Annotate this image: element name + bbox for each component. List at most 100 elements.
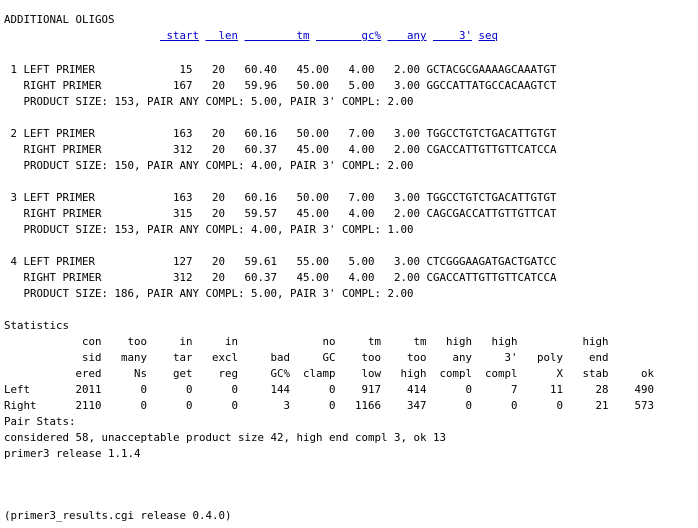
primer3-release-text: primer3 release 1.1.4 <box>4 447 141 460</box>
primer-len: 20 <box>212 271 226 284</box>
statistics-column-header: no <box>322 335 336 348</box>
primer-sequence: CGACCATTGTTGTTCATCCA <box>426 143 557 156</box>
statistics-value: 0 <box>186 383 193 396</box>
column-header-link-6[interactable]: seq <box>478 29 499 42</box>
primer-any: 5.00 <box>348 79 375 92</box>
column-header-link-0[interactable]: start <box>160 29 200 42</box>
statistics-column-header: GC <box>322 351 336 364</box>
primer-gc: 50.00 <box>296 127 330 140</box>
primer-tm: 60.16 <box>244 127 278 140</box>
column-header-link-3[interactable]: gc% <box>316 29 382 42</box>
statistics-value: 0 <box>329 399 336 412</box>
primer-any: 7.00 <box>348 127 375 140</box>
primer-sequence: CTCGGGAAGATGACTGATCC <box>426 255 557 268</box>
statistics-value: 7 <box>511 383 518 396</box>
column-header-link-2[interactable]: tm <box>244 29 310 42</box>
statistics-value: 28 <box>595 383 609 396</box>
statistics-column-header: end <box>589 351 609 364</box>
column-header-link-5[interactable]: 3' <box>433 29 473 42</box>
product-size-text: PRODUCT SIZE: 186, PAIR ANY COMPL: 5.00,… <box>23 287 414 300</box>
pair-stats-text: considered 58, unacceptable product size… <box>4 431 447 444</box>
primer-three: 3.00 <box>394 79 421 92</box>
primer-any: 4.00 <box>348 143 375 156</box>
column-header-link-1[interactable]: len <box>205 29 239 42</box>
primer-len: 20 <box>212 207 226 220</box>
oligo-number: 1 <box>10 63 18 76</box>
column-header-link-4[interactable]: any <box>387 29 427 42</box>
pair-stats-label-text: Pair Stats: <box>4 415 76 428</box>
primer-sequence: GCTACGCGAAAAGCAAATGT <box>426 63 557 76</box>
statistics-value: 0 <box>465 383 473 396</box>
statistics-value: 0 <box>140 383 148 396</box>
statistics-value: 573 <box>634 399 655 412</box>
primer-any: 4.00 <box>348 207 375 220</box>
statistics-value: 2110 <box>75 399 102 412</box>
statistics-column-header: many <box>121 351 148 364</box>
statistics-value: 1166 <box>355 399 382 412</box>
primer-tm: 59.61 <box>244 255 278 268</box>
primer-len: 20 <box>212 127 226 140</box>
primer-any: 7.00 <box>348 191 375 204</box>
statistics-column-header: get <box>173 367 193 380</box>
statistics-value: 0 <box>329 383 336 396</box>
statistics-value: 414 <box>407 383 427 396</box>
primer-three: 3.00 <box>394 127 421 140</box>
statistics-row-label: Left <box>4 383 31 396</box>
primer-tm: 59.96 <box>244 79 278 92</box>
product-size-text: PRODUCT SIZE: 153, PAIR ANY COMPL: 4.00,… <box>23 223 414 236</box>
primer-label: LEFT PRIMER <box>23 63 96 76</box>
primer-label: LEFT PRIMER <box>23 191 96 204</box>
statistics-column-header: excl <box>212 351 239 364</box>
oligo-number: 3 <box>10 191 18 204</box>
statistics-value: 490 <box>634 383 655 396</box>
statistics-value: 0 <box>556 399 564 412</box>
statistics-column-header: clamp <box>303 367 336 380</box>
primer-any: 4.00 <box>348 63 375 76</box>
statistics-value: 347 <box>407 399 427 412</box>
statistics-value: 0 <box>186 399 193 412</box>
statistics-value: 917 <box>361 383 382 396</box>
statistics-column-header: too <box>361 351 382 364</box>
primer-sequence: CAGCGACCATTGTTGTTCAT <box>426 207 557 220</box>
section-title-text: ADDITIONAL OLIGOS <box>4 13 115 26</box>
oligo-number: 2 <box>10 127 18 140</box>
oligo-number: 4 <box>10 255 18 268</box>
statistics-column-header: GC% <box>270 367 291 380</box>
primer-len: 20 <box>212 191 226 204</box>
statistics-column-header: ok <box>641 367 655 380</box>
statistics-column-header: stab <box>582 367 609 380</box>
statistics-value: 0 <box>511 399 518 412</box>
primer-start: 312 <box>173 271 193 284</box>
statistics-column-header: con <box>82 335 102 348</box>
statistics-value: 0 <box>465 399 473 412</box>
statistics-title-text: Statistics <box>4 319 70 332</box>
statistics-value: 21 <box>595 399 609 412</box>
statistics-column-header: high <box>582 335 609 348</box>
primer-tm: 60.16 <box>244 191 278 204</box>
primer-start: 163 <box>173 191 193 204</box>
statistics-column-header: high <box>446 335 473 348</box>
statistics-column-header: compl <box>439 367 473 380</box>
primer-gc: 45.00 <box>296 207 330 220</box>
primer-gc: 55.00 <box>296 255 330 268</box>
primer-three: 2.00 <box>394 207 421 220</box>
primer-label: LEFT PRIMER <box>23 255 96 268</box>
product-size-text: PRODUCT SIZE: 150, PAIR ANY COMPL: 4.00,… <box>23 159 414 172</box>
statistics-column-header: compl <box>485 367 518 380</box>
primer-label: RIGHT PRIMER <box>23 79 102 92</box>
primer-three: 2.00 <box>394 63 421 76</box>
primer-gc: 45.00 <box>296 143 330 156</box>
primer-start: 312 <box>173 143 193 156</box>
statistics-column-header: sid <box>82 351 102 364</box>
statistics-value: 3 <box>283 399 291 412</box>
primer-len: 20 <box>212 255 226 268</box>
statistics-column-header: in <box>225 335 239 348</box>
primer-three: 2.00 <box>394 143 421 156</box>
primer-label: RIGHT PRIMER <box>23 207 102 220</box>
primer-three: 3.00 <box>394 191 421 204</box>
statistics-value: 0 <box>231 399 239 412</box>
statistics-column-header: high <box>400 367 427 380</box>
statistics-value: 0 <box>231 383 239 396</box>
footer-release-text: (primer3_results.cgi release 0.4.0) <box>4 509 232 522</box>
primer-gc: 50.00 <box>296 191 330 204</box>
